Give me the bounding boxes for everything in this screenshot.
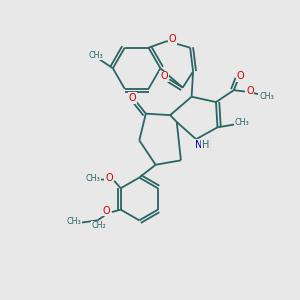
Text: N: N [195, 140, 202, 150]
Text: CH₃: CH₃ [259, 92, 274, 101]
Text: O: O [105, 173, 113, 183]
Text: CH₃: CH₃ [85, 174, 100, 183]
Text: CH₂: CH₂ [92, 221, 106, 230]
Text: CH₃: CH₃ [235, 118, 249, 127]
Text: CH₃: CH₃ [88, 51, 103, 60]
Text: O: O [160, 71, 168, 81]
Text: O: O [237, 71, 244, 81]
Text: O: O [246, 86, 254, 96]
Text: H: H [202, 140, 209, 150]
Text: O: O [128, 93, 136, 103]
Text: O: O [169, 34, 176, 44]
Text: CH₃: CH₃ [66, 217, 81, 226]
Text: O: O [103, 206, 110, 215]
